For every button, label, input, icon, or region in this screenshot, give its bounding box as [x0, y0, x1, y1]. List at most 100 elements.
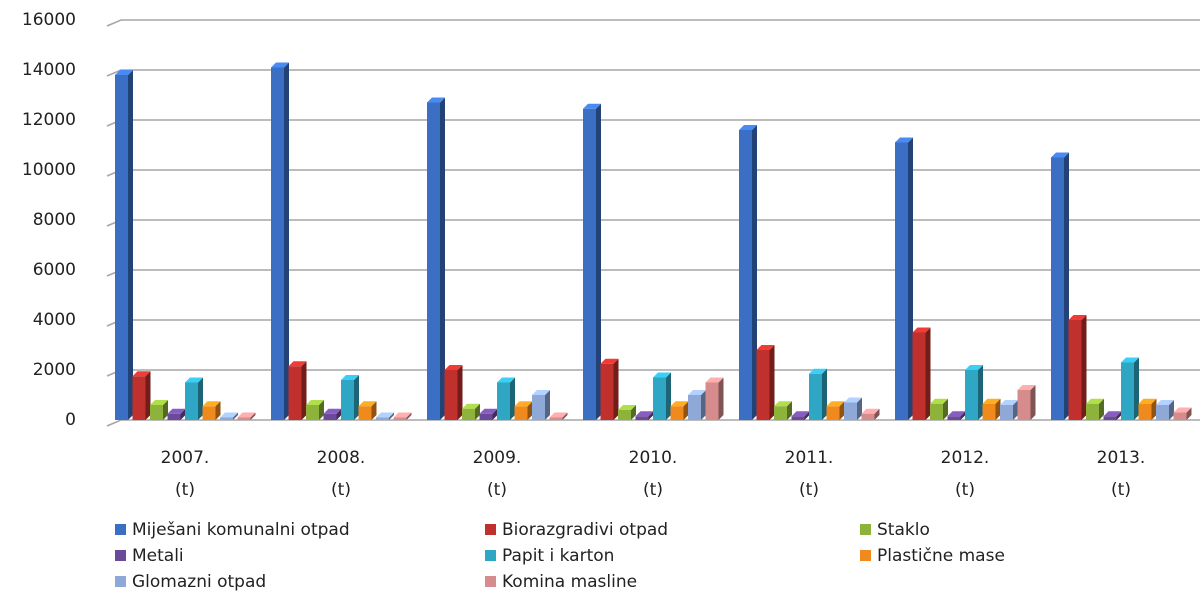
bar-top: [965, 365, 983, 370]
bar-side: [925, 327, 931, 420]
bar-top: [618, 405, 636, 410]
bar-side: [510, 377, 515, 420]
bar-top: [688, 390, 706, 395]
legend-swatch: [485, 550, 496, 561]
bar-side: [613, 358, 619, 420]
bar: [895, 142, 908, 420]
bar-side: [406, 412, 412, 420]
bar-side: [545, 390, 550, 420]
bar-side: [215, 401, 221, 420]
bar-side: [1081, 315, 1087, 420]
bar-side: [250, 412, 256, 420]
bar-side: [857, 397, 862, 420]
x-tick-label: 2009. (t): [473, 448, 522, 500]
x-tick-line: (t): [331, 480, 351, 500]
bar-top: [1121, 357, 1139, 363]
bar-top: [271, 62, 289, 68]
legend-label: Plastične mase: [877, 546, 1005, 566]
bar: [756, 350, 770, 420]
bar: [185, 382, 198, 420]
bar: [393, 417, 407, 420]
bar-side: [874, 408, 880, 420]
bar-side: [978, 365, 983, 420]
grid-line: [106, 69, 1200, 77]
x-tick-line: 2013.: [1097, 448, 1146, 468]
x-tick-label: 2010. (t): [629, 448, 678, 500]
bar: [115, 75, 128, 420]
grid-line: [106, 319, 1200, 327]
bar-side: [440, 97, 445, 420]
bar-top: [341, 375, 359, 380]
bar-top: [376, 412, 394, 418]
bar-top: [774, 401, 792, 407]
bar-side: [666, 372, 671, 420]
bar-side: [371, 401, 377, 420]
bar-side: [180, 408, 186, 420]
bar-side: [839, 401, 845, 420]
bar-top: [444, 365, 463, 370]
x-tick-label: 2012. (t): [941, 448, 990, 500]
bar-side: [389, 412, 394, 420]
bar: [1121, 362, 1134, 420]
bar-top: [202, 401, 221, 407]
bar-top: [583, 103, 601, 109]
bar: [844, 402, 857, 420]
bar: [358, 406, 372, 420]
bar-side: [128, 70, 133, 420]
bar: [497, 382, 510, 420]
bar-top: [947, 411, 966, 417]
bar: [1000, 405, 1013, 420]
bar-top: [809, 368, 827, 374]
bar-side: [1151, 398, 1157, 420]
bar-top: [1000, 400, 1018, 405]
y-tick-label: 10000: [22, 160, 76, 180]
grid-line: [106, 119, 1200, 127]
bar-side: [1030, 385, 1036, 420]
bar: [705, 382, 719, 420]
bar-side: [475, 403, 480, 420]
bar-top: [670, 401, 689, 407]
bar-top: [549, 412, 568, 418]
x-tick-line: 2010.: [629, 448, 678, 468]
bar: [670, 406, 684, 420]
bar-side: [354, 375, 359, 420]
bar: [861, 413, 875, 420]
y-tick-label: 4000: [33, 310, 76, 330]
bar-side: [1186, 407, 1192, 420]
bar: [167, 413, 181, 420]
legend-swatch: [485, 576, 496, 587]
x-tick-label: 2013. (t): [1097, 448, 1146, 500]
bar-side: [1116, 411, 1122, 420]
bar: [774, 406, 787, 420]
bar-side: [752, 125, 757, 420]
bar-side: [943, 398, 948, 420]
bar-top: [600, 358, 619, 364]
x-tick-label: 2007. (t): [161, 448, 210, 500]
bar: [271, 67, 284, 420]
legend-label: Komina masline: [502, 572, 637, 592]
legend-label: Glomazni otpad: [132, 572, 266, 592]
bar: [1103, 416, 1117, 420]
bar: [514, 406, 528, 420]
bar-side: [908, 137, 913, 420]
bar-top: [1138, 398, 1157, 404]
bar-top: [1103, 411, 1122, 417]
bar-top: [393, 412, 412, 418]
bar: [653, 377, 666, 420]
bar-top: [895, 137, 913, 143]
bar-top: [826, 401, 845, 407]
bar-side: [527, 401, 533, 420]
bar: [376, 417, 389, 420]
bar-top: [653, 372, 671, 378]
bar-side: [1099, 398, 1104, 420]
bar-top: [930, 398, 948, 404]
bar-top: [912, 327, 931, 333]
bar-top: [150, 400, 168, 405]
legend-swatch: [115, 550, 126, 561]
y-tick-label: 0: [65, 410, 76, 430]
bar-top: [323, 408, 342, 414]
bar-side: [1013, 400, 1018, 420]
bar-side: [960, 411, 966, 420]
bar: [1173, 412, 1187, 420]
x-tick-line: (t): [799, 480, 819, 500]
